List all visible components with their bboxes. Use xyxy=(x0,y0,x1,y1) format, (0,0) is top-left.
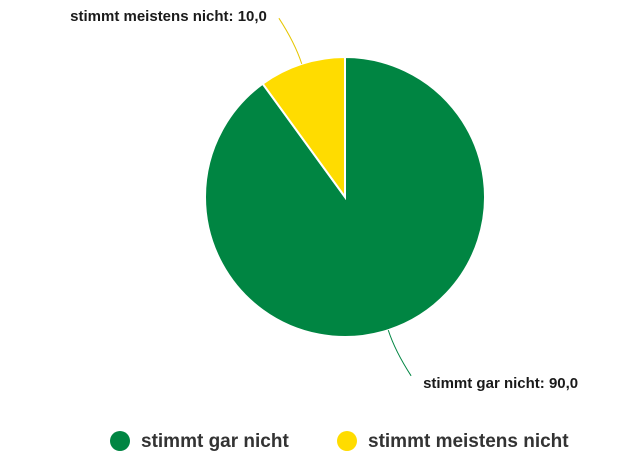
legend-label: stimmt meistens nicht xyxy=(368,431,569,452)
connector xyxy=(387,329,412,377)
legend-marker xyxy=(337,431,357,451)
data-label: stimmt meistens nicht: 10,0 xyxy=(70,8,267,25)
pie-slice xyxy=(261,55,346,201)
legend-label: stimmt gar nicht xyxy=(141,431,289,452)
data-label: stimmt gar nicht: 90,0 xyxy=(423,375,578,392)
legend-marker xyxy=(110,431,130,451)
connector xyxy=(278,17,303,65)
